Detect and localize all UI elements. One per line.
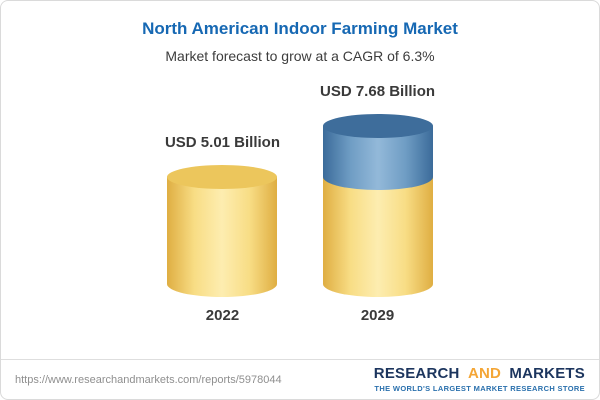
source-url: https://www.researchandmarkets.com/repor… xyxy=(15,373,282,386)
chart-area: USD 5.01 Billion 2022 USD 7.68 Billion 2… xyxy=(1,64,599,336)
bar-value-2029: USD 7.68 Billion xyxy=(320,83,436,100)
footer: https://www.researchandmarkets.com/repor… xyxy=(1,359,599,399)
bar-value-2022: USD 5.01 Billion xyxy=(164,134,280,151)
bar-year-2022: 2022 xyxy=(205,307,240,324)
cylinder-2029 xyxy=(322,114,433,297)
cylinder-cap-2029 xyxy=(322,114,433,138)
cylinder-cap-2022 xyxy=(167,165,278,189)
logo-tagline: THE WORLD'S LARGEST MARKET RESEARCH STOR… xyxy=(374,384,585,394)
logo-wordmark: RESEARCH AND MARKETS xyxy=(373,364,585,383)
logo-word-and: AND xyxy=(467,364,502,382)
segment-2029-base xyxy=(322,177,433,297)
research-and-markets-logo: RESEARCH AND MARKETS THE WORLD'S LARGEST… xyxy=(373,364,585,394)
chart-title: North American Indoor Farming Market xyxy=(142,19,458,38)
bar-2022: USD 5.01 Billion 2022 xyxy=(165,134,280,324)
chart-subtitle: Market forecast to grow at a CAGR of 6.3… xyxy=(165,48,435,64)
segment-2022-base xyxy=(167,165,278,297)
chart-header: North American Indoor Farming Market Mar… xyxy=(1,1,599,64)
bar-year-2029: 2029 xyxy=(360,307,395,324)
segment-2029-growth xyxy=(322,114,433,190)
cylinder-2022 xyxy=(167,165,278,297)
logo-word-markets: MARKETS xyxy=(509,364,585,382)
bar-2029: USD 7.68 Billion 2029 xyxy=(320,83,435,324)
logo-word-research: RESEARCH xyxy=(373,364,460,382)
